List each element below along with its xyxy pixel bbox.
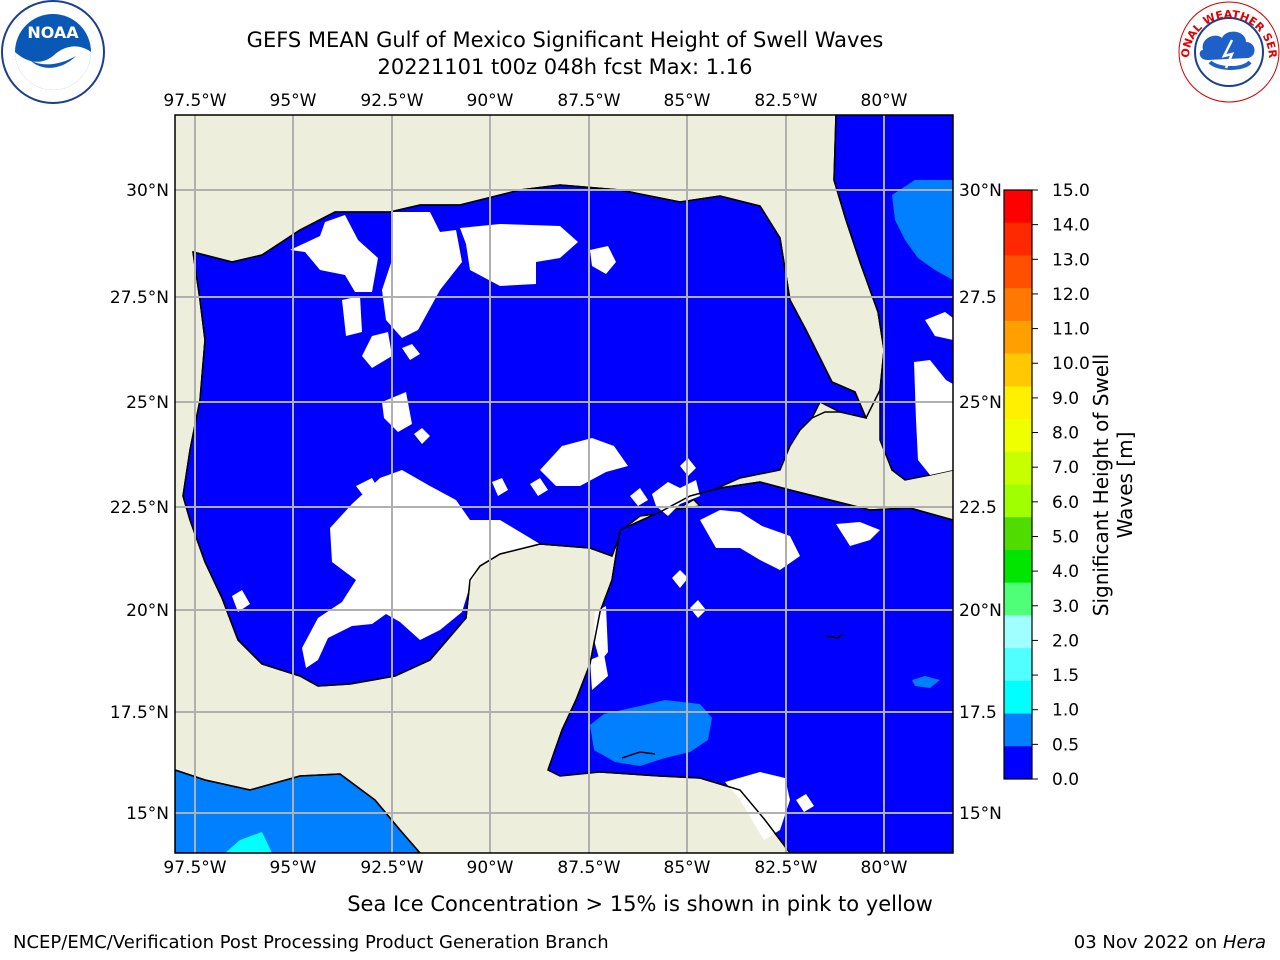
colorbar-tick-label: 3.0 [1052, 597, 1079, 617]
lat-tick: 30°N [126, 181, 169, 201]
noaa-logo-text: NOAA [27, 23, 79, 42]
map-gridlines [175, 115, 953, 853]
colorbar-tick-label: 7.0 [1052, 458, 1079, 478]
colorbar-tick-label: 4.0 [1052, 562, 1079, 582]
colorbar-swatch [1004, 615, 1032, 649]
lon-tick: 95°W [270, 858, 317, 878]
colorbar-swatch [1004, 222, 1032, 256]
footer-credit: NCEP/EMC/Verification Post Processing Pr… [13, 932, 609, 953]
chart-title: GEFS MEAN Gulf of Mexico Significant Hei… [246, 28, 884, 52]
colorbar-swatch [1004, 320, 1032, 355]
colorbar-swatch [1004, 517, 1032, 551]
lat-tick: 15°N [126, 804, 169, 824]
colorbar-tick-label: 8.0 [1052, 424, 1079, 444]
lat-ticks-right: 30°N 27.5 25°N 22.5 20°N 17.5 15°N [959, 181, 1002, 824]
lon-tick: 85°W [664, 858, 711, 878]
colorbar-tick-label: 15.0 [1052, 181, 1090, 201]
colorbar-tick-label: 14.0 [1052, 216, 1090, 236]
footer-date: 03 Nov 2022 on Hera [1074, 932, 1266, 953]
noaa-logo: NOAA [1, 0, 105, 104]
lon-tick: 97.5°W [163, 858, 226, 878]
colorbar-tick-label: 2.0 [1052, 631, 1079, 651]
footer-date-text: 03 Nov 2022 on [1073, 932, 1223, 953]
colorbar-swatch [1004, 353, 1032, 387]
colorbar-swatch [1004, 386, 1032, 420]
colorbar-swatch [1004, 680, 1032, 715]
lon-tick: 87.5°W [557, 858, 620, 878]
lon-ticks-top: 97.5°W 95°W 92.5°W 90°W 87.5°W 85°W 82.5… [163, 91, 907, 111]
lon-tick: 92.5°W [360, 858, 423, 878]
colorbar-frame [1003, 189, 1033, 780]
nws-logo: NATIONAL WEATHER SERVICE [0, 0, 1280, 103]
chart-subtitle-run: 20221101 t00z 048h fcst Max: 1.16 [377, 55, 753, 79]
colorbar-swatch [1004, 451, 1032, 485]
colorbar-tick-label: 5.0 [1052, 527, 1079, 547]
caribbean-swell-patch [590, 700, 712, 766]
colorbar-tick-label: 12.0 [1052, 285, 1090, 305]
lat-ticks-left: 30°N 27.5°N 25°N 22.5°N 20°N 17.5°N 15°N [110, 181, 169, 824]
lon-tick: 82.5°W [754, 858, 817, 878]
atlantic-swell-patch [892, 180, 953, 280]
lat-tick: 30°N [959, 181, 1002, 201]
pacific-cyan-patch [225, 832, 272, 853]
sea-ice-note: Sea Ice Concentration > 15% is shown in … [347, 892, 933, 916]
lat-tick: 25°N [126, 393, 169, 413]
colorbar-swatch [1004, 288, 1032, 322]
colorbar-tick-label: 1.0 [1052, 701, 1079, 721]
lat-tick: 22.5°N [110, 498, 169, 518]
colorbar-tick-label: 0.0 [1052, 770, 1079, 790]
lon-tick: 97.5°W [163, 91, 226, 111]
lat-tick: 22.5 [959, 498, 997, 518]
lat-tick: 20°N [959, 601, 1002, 621]
lat-tick: 20°N [126, 601, 169, 621]
colorbar-tick-label: 10.0 [1052, 354, 1090, 374]
lon-tick: 92.5°W [360, 91, 423, 111]
lon-tick: 85°W [664, 91, 711, 111]
colorbar: 15.0 14.0 13.0 12.0 11.0 10.0 9.0 8.0 7.0 6.0 5.0 4… [1003, 181, 1090, 790]
colorbar-swatch [1004, 713, 1032, 747]
lon-tick: 90°W [467, 91, 514, 111]
colorbar-swatch [1004, 549, 1032, 584]
caribbean-swell-patch-small [912, 676, 940, 688]
lat-tick: 27.5 [959, 288, 997, 308]
colorbar-tick-label: 1.5 [1052, 666, 1079, 686]
colorbar-swatch [1004, 419, 1032, 453]
footer-host: Hera [1222, 932, 1266, 953]
colorbar-swatch [1004, 190, 1032, 224]
lat-tick: 25°N [959, 393, 1002, 413]
colorbar-tick-label: 9.0 [1052, 389, 1079, 409]
lon-tick: 82.5°W [754, 91, 817, 111]
lon-tick: 80°W [861, 858, 908, 878]
lat-tick: 17.5 [959, 703, 997, 723]
map-tick-labels: 97.5°W 95°W 92.5°W 90°W 87.5°W 85°W 82.5… [110, 91, 1002, 878]
lat-tick: 15°N [959, 804, 1002, 824]
colorbar-swatch [1004, 582, 1032, 616]
colorbar-tick-label: 0.5 [1052, 735, 1079, 755]
map-frame [174, 114, 954, 854]
colorbar-swatch [1004, 255, 1032, 289]
lon-tick: 90°W [467, 858, 514, 878]
lon-tick: 95°W [270, 91, 317, 111]
colorbar-tick-label: 6.0 [1052, 493, 1079, 513]
colorbar-swatch [1004, 746, 1032, 780]
colorbar-swatch [1004, 484, 1032, 518]
map-area [175, 115, 953, 853]
colorbar-tick-label: 13.0 [1052, 250, 1090, 270]
lon-tick: 87.5°W [557, 91, 620, 111]
colorbar-label: Significant Height of Swell Waves [m] [1089, 353, 1137, 617]
lat-tick: 17.5°N [110, 703, 169, 723]
lon-ticks-bottom: 97.5°W 95°W 92.5°W 90°W 87.5°W 85°W 82.5… [163, 858, 907, 878]
nws-ring-text: NATIONAL WEATHER SERVICE [0, 0, 1279, 59]
colorbar-swatch [1004, 648, 1032, 682]
lat-tick: 27.5°N [110, 288, 169, 308]
lon-tick: 80°W [861, 91, 908, 111]
colorbar-tick-label: 11.0 [1052, 320, 1090, 340]
